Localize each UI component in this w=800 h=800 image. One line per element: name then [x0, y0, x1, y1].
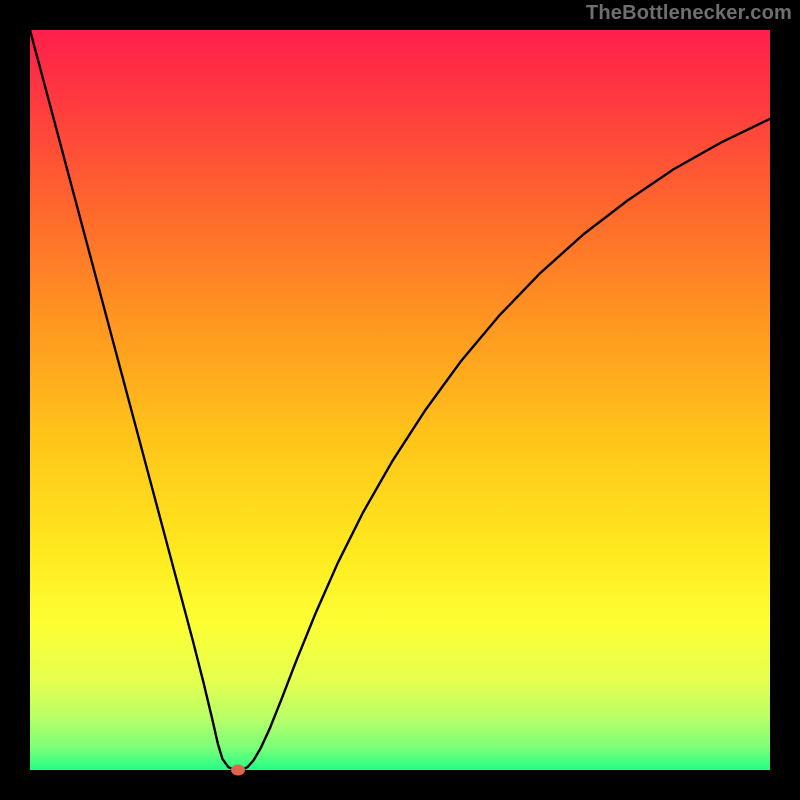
plot-area	[30, 30, 770, 770]
chart-container: TheBottlenecker.com	[0, 0, 800, 800]
curve-svg	[30, 30, 770, 770]
watermark-text: TheBottlenecker.com	[586, 2, 792, 25]
optimum-marker	[231, 765, 245, 776]
bottleneck-curve	[30, 30, 770, 770]
